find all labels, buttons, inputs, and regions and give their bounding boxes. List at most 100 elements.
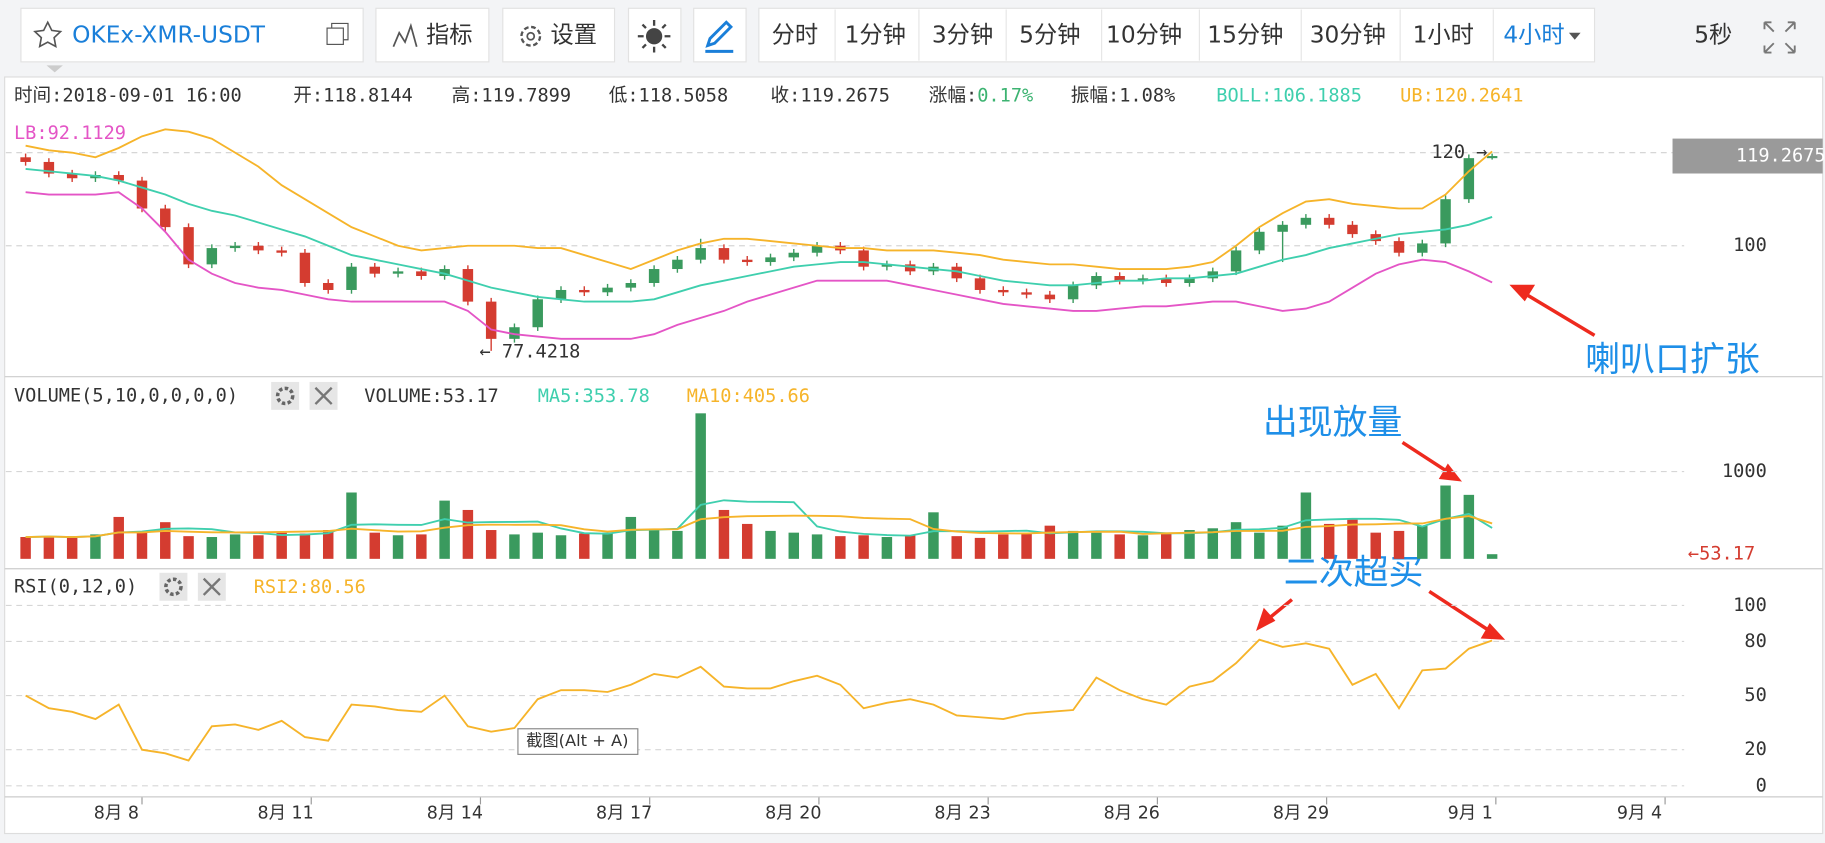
candle-body: [718, 248, 730, 260]
candle-body: [346, 266, 357, 290]
volume-bar: [532, 532, 543, 559]
period-option[interactable]: 30分钟: [1310, 22, 1386, 49]
volume-bar: [322, 530, 334, 559]
candle-body: [1323, 217, 1335, 225]
fullscreen-icon[interactable]: [1763, 21, 1796, 54]
legend-name: MA10:: [687, 385, 743, 406]
candle-body: [113, 174, 124, 181]
star-icon[interactable]: [33, 20, 63, 49]
period-option[interactable]: 3分钟: [932, 22, 993, 49]
legend-value: 80.56: [310, 576, 366, 597]
symbol: OKEx-XMR-USDT: [72, 22, 266, 49]
volume-bar: [1021, 532, 1032, 559]
indicators-button[interactable]: [375, 7, 490, 63]
info-text: 118.5058: [639, 85, 729, 106]
candle-body: [253, 245, 264, 251]
period-option[interactable]: 1分钟: [845, 22, 906, 49]
candle-body: [1370, 234, 1381, 242]
series-line: [25, 499, 1493, 538]
last-volume-label: ←53.17: [1688, 544, 1755, 565]
period-option[interactable]: 15分钟: [1207, 22, 1283, 49]
chart-area: [4, 76, 1824, 835]
rsi-settings-button[interactable]: [159, 572, 188, 601]
arrow: [1428, 589, 1491, 633]
period-option[interactable]: 4小时: [1503, 22, 1564, 49]
info-text: 118.8144: [323, 85, 413, 106]
candle-body: [1277, 224, 1288, 232]
period-option[interactable]: 分时: [772, 22, 819, 49]
candle-body: [1440, 199, 1451, 244]
volume-bar: [1440, 485, 1451, 559]
candle-body: [1417, 243, 1428, 253]
candle-body: [532, 299, 543, 328]
candle-body: [160, 208, 171, 228]
legend-name: RSI2:: [254, 576, 310, 597]
info-text: 106.1885: [1272, 85, 1362, 106]
volume-bar: [1254, 532, 1265, 559]
pencil-icon: [705, 20, 734, 53]
candle-body: [1091, 276, 1102, 286]
rsi-title: RSI(0,12,0): [14, 576, 137, 597]
symbol-caret: [46, 65, 63, 73]
volume-bar: [369, 532, 381, 559]
candle-body: [765, 257, 776, 263]
volume-bar: [276, 532, 287, 559]
legend-value: 53.17: [443, 385, 499, 406]
symbol-button[interactable]: [20, 7, 364, 63]
volume-bar: [1137, 535, 1149, 559]
draw-button[interactable]: [693, 7, 747, 63]
min-label: ← 77.4218: [480, 342, 581, 363]
volume-bar: [462, 509, 474, 559]
candle-body: [625, 282, 637, 288]
volume-bar: [1417, 525, 1428, 559]
volume-bar: [811, 534, 823, 559]
candle-body: [788, 252, 800, 258]
candle-body: [1207, 271, 1219, 279]
volume-bar: [183, 536, 194, 559]
window-icon[interactable]: [326, 27, 344, 45]
period-option[interactable]: 5分钟: [1019, 22, 1080, 49]
refresh-label[interactable]: 5秒: [1694, 22, 1732, 49]
candle-body: [602, 287, 613, 293]
annotation: 喇叭口扩张: [1585, 340, 1760, 380]
candle-body: [695, 248, 706, 260]
x-tick-label: 8月 11: [257, 804, 313, 824]
period-option[interactable]: 10分钟: [1106, 22, 1182, 49]
gear-icon: [164, 577, 183, 597]
legend-item: MA5:353.78: [538, 385, 650, 406]
volume-bar: [485, 530, 497, 559]
y-tick-label: 100: [1733, 235, 1767, 256]
volume-bar: [1486, 554, 1498, 559]
period-bar: [758, 7, 1596, 63]
x-tick-label: 9月 1: [1448, 804, 1493, 824]
tooltip-box: [517, 728, 639, 755]
candle-body: [392, 271, 404, 274]
volume-bar: [439, 500, 450, 559]
volume-controls: [271, 381, 338, 410]
candle-body: [1114, 276, 1125, 281]
volume-bar: [555, 535, 567, 559]
info-text: 120.2641: [1434, 85, 1524, 106]
volume-bar: [1277, 525, 1288, 559]
info-item: 振幅:1.08%: [1071, 85, 1175, 106]
volume-bar: [1114, 534, 1125, 559]
volume-bar: [1230, 522, 1242, 559]
info-text: 92.1129: [48, 122, 126, 143]
window-icon-back: [331, 22, 349, 41]
tooltip: 截图(Alt + A): [526, 731, 628, 750]
candle-body: [509, 327, 520, 339]
candle-body: [462, 269, 474, 302]
volume-bar: [718, 509, 730, 559]
info-item: LB:92.1129: [14, 122, 126, 143]
candle-body: [485, 301, 497, 339]
candle-body: [1393, 241, 1405, 253]
volume-bar: [765, 530, 776, 559]
x-tick-label: 9月 4: [1617, 804, 1662, 824]
y-tick-label: 50: [1744, 685, 1766, 706]
volume-settings-button[interactable]: [271, 381, 300, 410]
volume-bar: [788, 532, 800, 559]
candle-body: [811, 245, 823, 253]
period-option[interactable]: 1小时: [1413, 22, 1474, 49]
volume-bar: [1393, 530, 1405, 559]
y-tick-label: 1000: [1722, 461, 1767, 482]
